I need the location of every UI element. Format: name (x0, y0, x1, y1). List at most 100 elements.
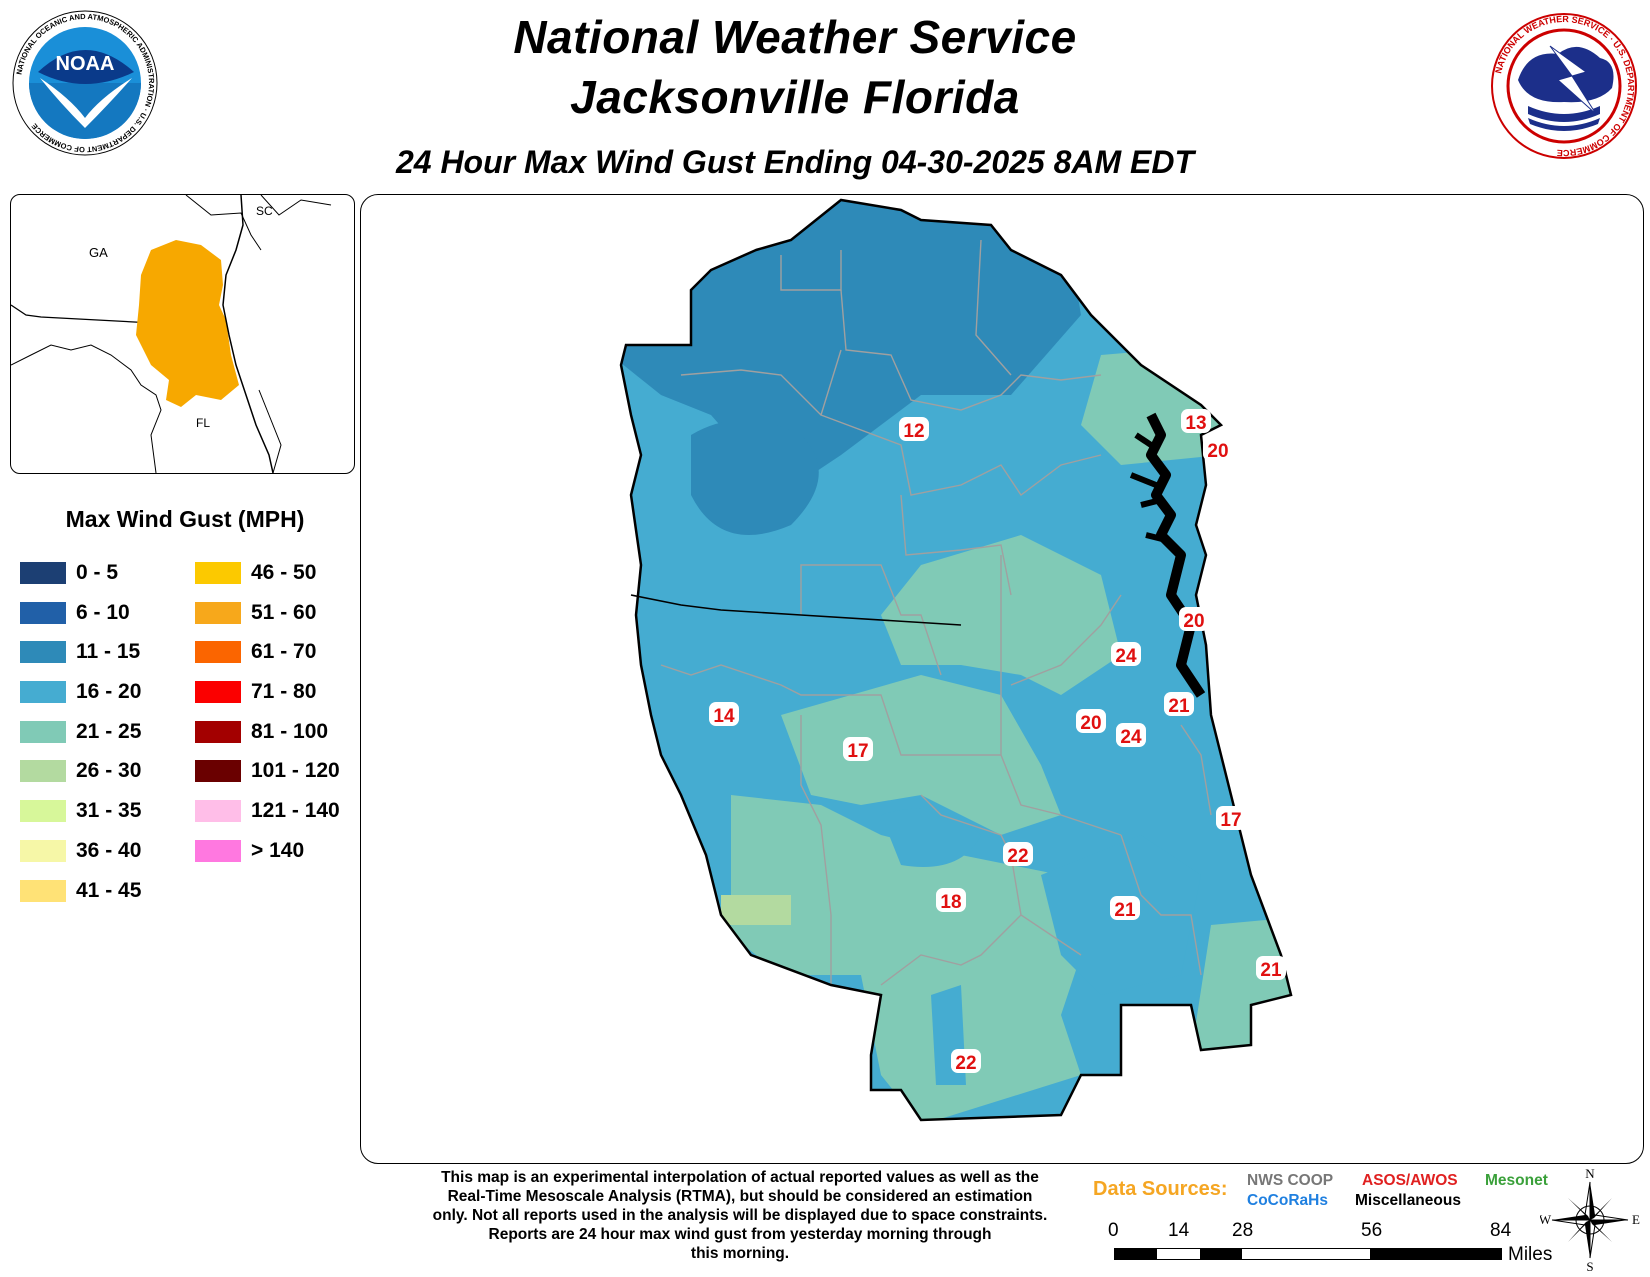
nws-logo-icon: NATIONAL WEATHER SERVICE · U.S. DEPARTME… (1491, 13, 1637, 159)
data-sources-label: Data Sources: (1093, 1178, 1228, 1200)
station-gust-label: 21 (1164, 692, 1194, 717)
legend-swatch (20, 601, 66, 624)
inset-cwa-highlight (136, 240, 239, 407)
legend-item: 81 - 100 (195, 717, 340, 747)
noaa-logo-icon: NOAA NATIONAL OCEANIC AND ATMOSPHERIC AD… (12, 10, 158, 156)
station-gust-label: 17 (843, 737, 873, 762)
compass-w: W (1540, 1212, 1552, 1227)
station-gust-value: 22 (955, 1053, 976, 1074)
station-gust-label: 18 (936, 888, 966, 913)
page-title: National Weather Service (513, 11, 1077, 63)
legend-label: 41 - 45 (76, 878, 142, 902)
map-subtitle: 24 Hour Max Wind Gust Ending 04-30-2025 … (395, 144, 1195, 180)
station-label-bg (843, 737, 873, 761)
station-gust-label: 22 (951, 1049, 981, 1074)
compass-rose-icon: N S E W (1539, 1166, 1640, 1274)
legend-item: 16 - 20 (20, 677, 141, 707)
station-gust-label: 24 (1111, 642, 1141, 667)
disclaimer-text: This map is an experimental interpolatio… (400, 1168, 1080, 1263)
station-gust-label: 24 (1116, 723, 1146, 748)
source-mesonet: Mesonet (1485, 1172, 1548, 1189)
station-label-bg (1203, 437, 1233, 461)
legend-item: 71 - 80 (195, 677, 340, 707)
page-title-office: Jacksonville Florida (570, 71, 1020, 123)
disclaimer-line: only. Not all reports used in the analys… (432, 1207, 1048, 1224)
inset-locator-map: GA SC FL (10, 194, 355, 474)
scale-unit: Miles (1508, 1244, 1553, 1265)
station-gust-value: 21 (1168, 696, 1190, 717)
legend-item: > 140 (195, 836, 340, 866)
station-gust-value: 14 (713, 706, 735, 727)
legend-label: 46 - 50 (251, 561, 317, 584)
legend-item: 41 - 45 (20, 876, 141, 906)
inset-label-ga: GA (89, 245, 108, 260)
legend-label: 51 - 60 (251, 600, 317, 624)
legend-item: 46 - 50 (195, 558, 340, 588)
source-miscellaneous: Miscellaneous (1355, 1192, 1461, 1209)
disclaimer-line: Real-Time Mesoscale Analysis (RTMA), but… (447, 1188, 1033, 1205)
inset-label-fl: FL (196, 416, 210, 430)
legend-label: 16 - 20 (76, 680, 142, 704)
station-gust-label: 22 (1003, 842, 1033, 867)
station-gust-label: 12 (899, 417, 929, 442)
station-label-bg (951, 1049, 981, 1073)
station-gust-label: 20 (1179, 607, 1209, 632)
legend-swatch (195, 800, 241, 823)
source-nws-coop: NWS COOP (1247, 1172, 1334, 1189)
legend-item: 11 - 15 (20, 637, 141, 667)
station-label-bg (1164, 692, 1194, 716)
legend-label: 6 - 10 (76, 600, 130, 624)
station-gust-value: 12 (903, 421, 924, 442)
station-gust-value: 17 (847, 741, 868, 762)
legend-column-left: 0 - 5 6 - 10 11 - 15 16 - 20 21 - 25 26 - 30 3… (20, 558, 141, 915)
legend-item: 51 - 60 (195, 598, 340, 628)
scale-tick-28: 28 (1232, 1220, 1254, 1241)
legend-swatch (195, 601, 241, 624)
inset-map-svg: GA SC FL (11, 195, 332, 473)
station-gust-value: 24 (1115, 646, 1137, 667)
legend-item: 101 - 120 (195, 756, 340, 786)
station-gust-label: 20 (1203, 437, 1233, 462)
legend-label: 61 - 70 (251, 640, 317, 664)
station-gust-value: 18 (940, 892, 961, 913)
station-gust-value: 20 (1080, 713, 1101, 734)
scale-tick-0: 0 (1108, 1220, 1119, 1241)
legend-swatch (195, 641, 241, 664)
station-label-bg (709, 702, 739, 726)
legend-swatch (20, 641, 66, 664)
legend-label: 11 - 15 (76, 640, 141, 664)
legend-swatch (195, 760, 241, 783)
disclaimer-line: this morning. (690, 1245, 790, 1262)
compass-rose: N S E W (1539, 1166, 1640, 1274)
legend-swatch (195, 681, 241, 704)
station-gust-value: 21 (1260, 960, 1282, 981)
station-gust-label: 21 (1110, 896, 1140, 921)
legend-label: 31 - 35 (76, 799, 142, 823)
legend-swatch (20, 879, 66, 902)
source-cocorahs: CoCoRaHs (1247, 1192, 1328, 1209)
legend-swatch (20, 800, 66, 823)
legend-label: 101 - 120 (251, 759, 340, 783)
legend-title: Max Wind Gust (MPH) (65, 506, 305, 532)
station-label-bg (1116, 723, 1146, 747)
legend-swatch (195, 839, 241, 862)
legend-label: 21 - 25 (76, 719, 142, 743)
legend-swatch (20, 681, 66, 704)
station-label-bg (1216, 806, 1246, 830)
legend-swatch (195, 720, 241, 743)
station-gust-value: 20 (1207, 441, 1228, 462)
station-gust-label: 17 (1216, 806, 1246, 831)
legend-label: 0 - 5 (76, 561, 119, 584)
station-label-bg (936, 888, 966, 912)
station-gust-value: 13 (1185, 413, 1206, 434)
legend-column-right: 46 - 50 51 - 60 61 - 70 71 - 80 81 - 100 101 … (195, 558, 340, 876)
station-label-bg (1179, 607, 1209, 631)
legend-item: 26 - 30 (20, 756, 141, 786)
legend-label: 121 - 140 (251, 799, 340, 823)
legend-item: 31 - 35 (20, 796, 141, 826)
legend-item: 6 - 10 (20, 598, 141, 628)
station-label-bg (1181, 409, 1211, 433)
station-label-bg (1111, 642, 1141, 666)
noaa-logo: NOAA NATIONAL OCEANIC AND ATMOSPHERIC AD… (10, 8, 160, 158)
legend-swatch (195, 562, 241, 584)
